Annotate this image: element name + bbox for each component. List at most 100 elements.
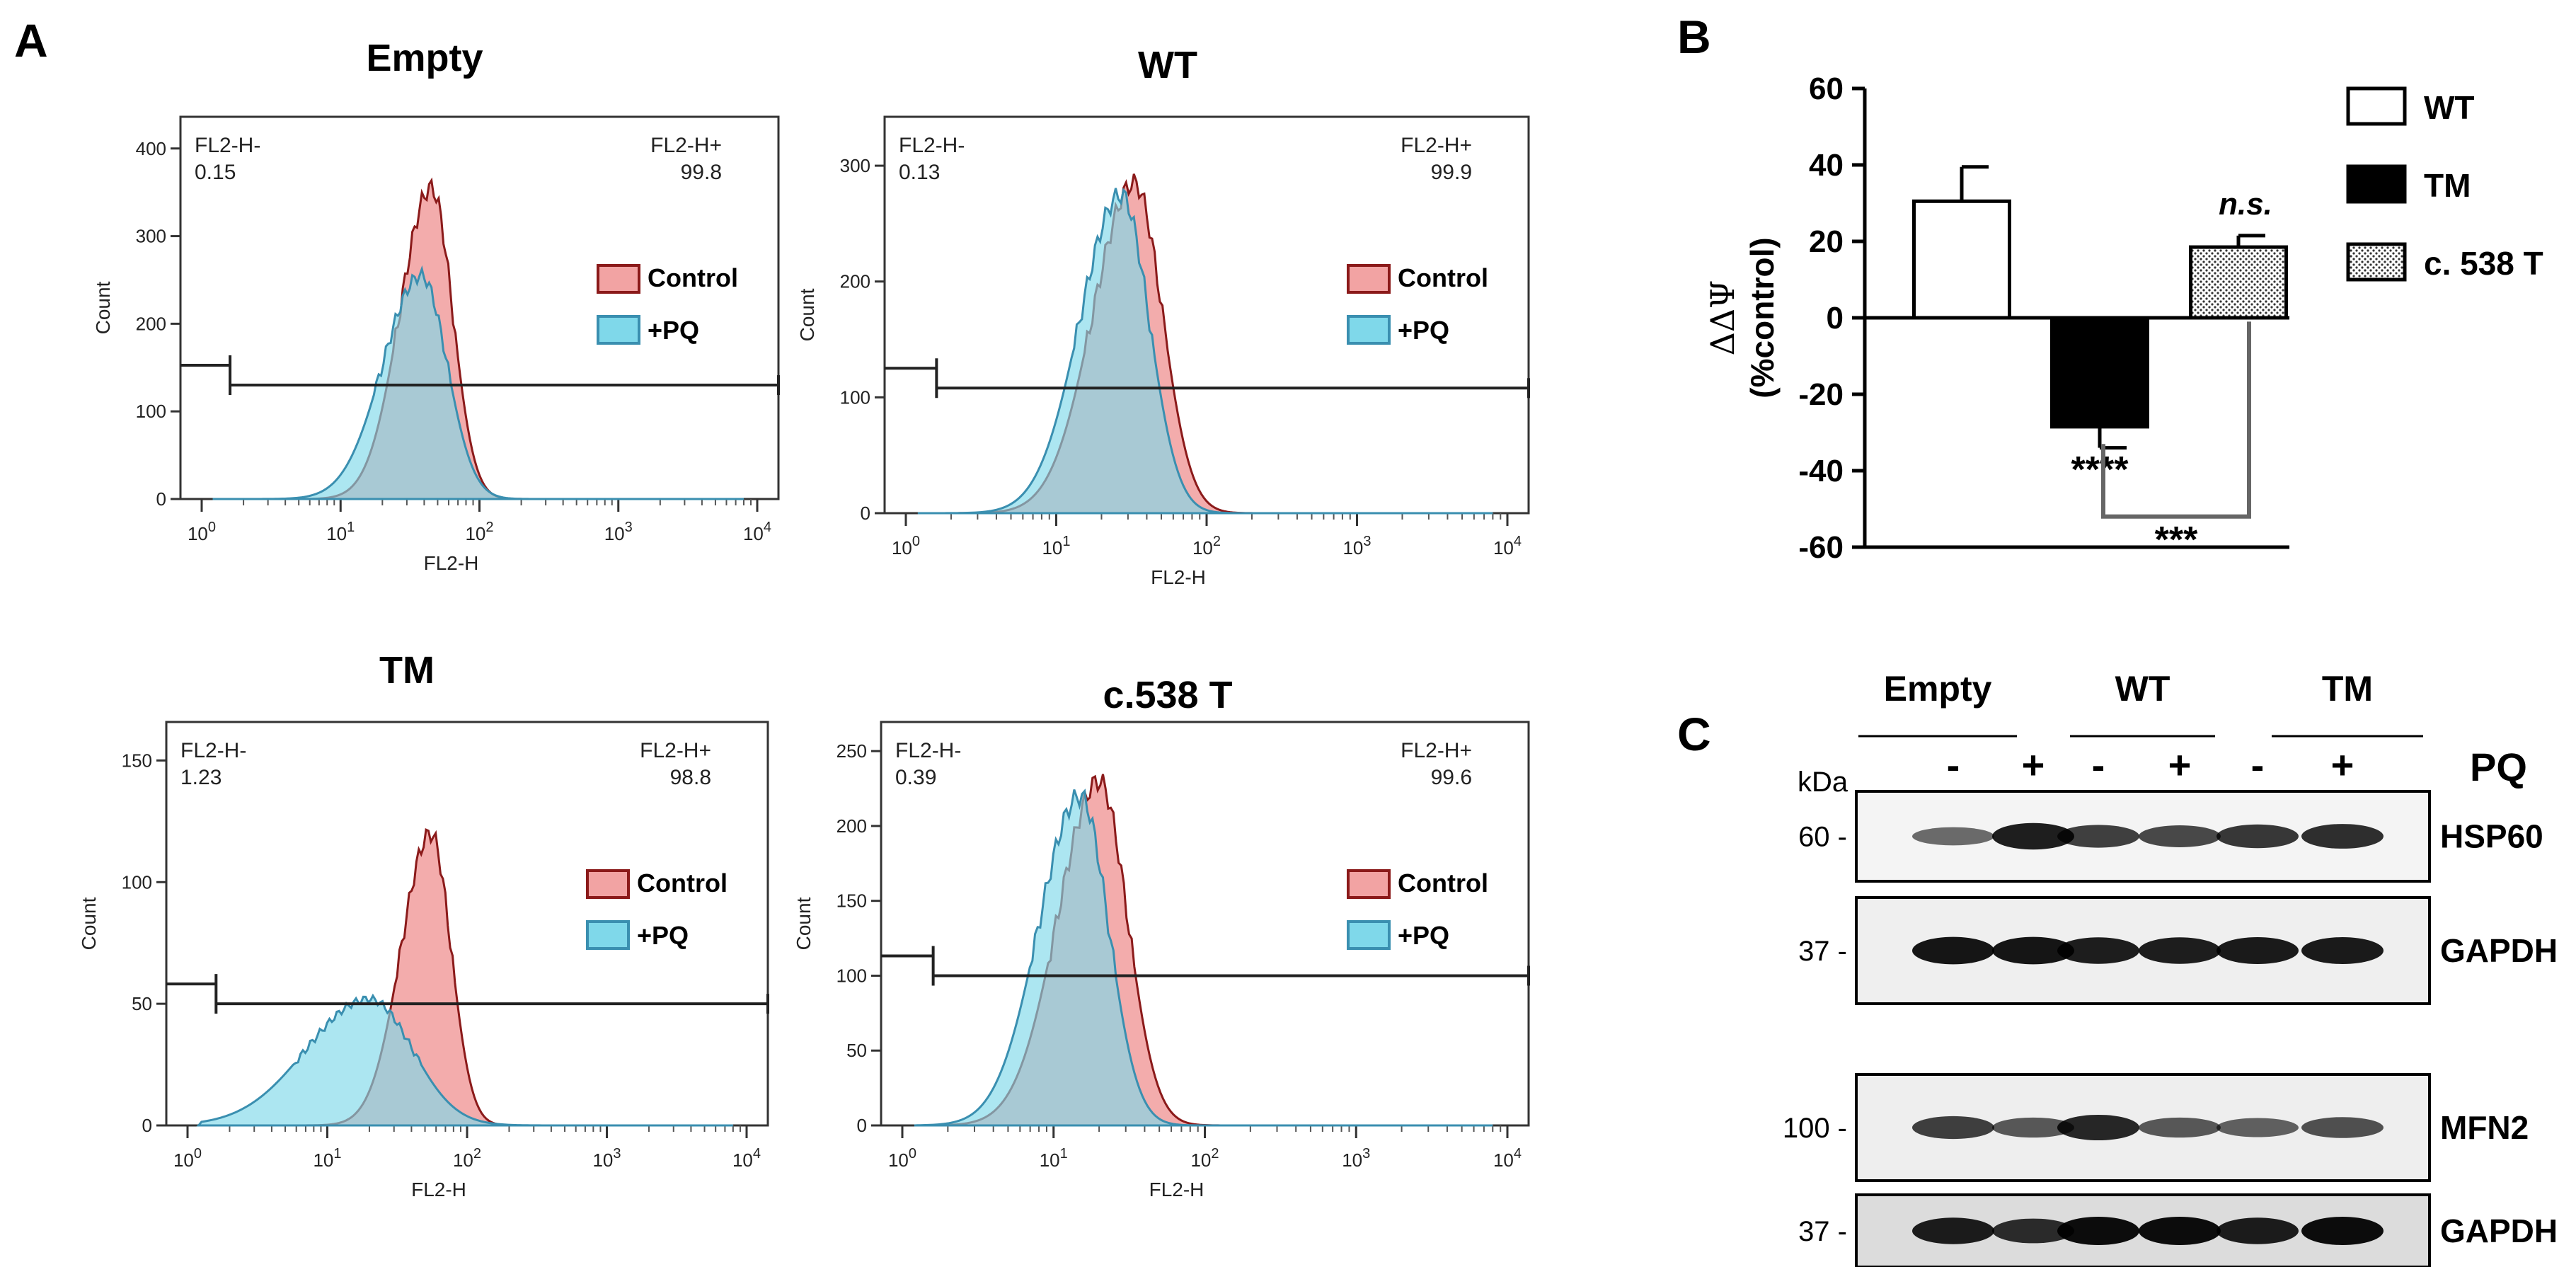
legend-label-pq: +PQ (1398, 921, 1449, 950)
blot-band (2057, 937, 2139, 964)
legend-label: TM (2424, 167, 2471, 204)
bar-1 (2050, 316, 2149, 429)
x-tick-label: 104 (1493, 1146, 1522, 1171)
y-tick-label: 60 (1809, 71, 1844, 106)
legend-label-pq: +PQ (648, 316, 699, 345)
molecular-weight-label: 100 - (1783, 1113, 1847, 1144)
panel-label-a: A (14, 14, 48, 67)
protein-label: GAPDH (2440, 932, 2558, 969)
flow-tm: TM 0 50 100 150 Count 100 101 102 103 104 FL2-H FL2-… (78, 649, 769, 1200)
x-tick-label: 104 (1493, 534, 1522, 558)
x-axis-label: FL2-H (411, 1179, 466, 1200)
flow-wt: WT 0 100 200 300 Count 100 101 102 103 104 FL2-H FL2… (796, 44, 1530, 588)
blot-band (2057, 1114, 2139, 1141)
legend-swatch-pq (1347, 920, 1391, 950)
y-axis-label: Count (796, 288, 818, 341)
y-tick-label: 0 (1827, 301, 1844, 336)
legend-label-control: Control (637, 868, 728, 898)
blot-band (2301, 1217, 2384, 1245)
blot-band (1912, 1217, 1994, 1244)
x-tick-label: 100 (888, 1146, 916, 1171)
molecular-weight-label: 37 - (1798, 936, 1847, 967)
blot-band (2216, 1217, 2299, 1244)
pq-sign: - (1947, 743, 1960, 787)
x-tick-label: 102 (1190, 1146, 1219, 1171)
panel-label-c: C (1677, 708, 1711, 760)
flow-c538t: c.538 T 0 50 100 150 200 250 Count 100 101 102 103 1… (793, 674, 1530, 1200)
legend-label-pq: +PQ (1398, 316, 1449, 345)
blot-band (1992, 1218, 2074, 1244)
bar-2 (2189, 245, 2288, 320)
y-tick-label: 250 (836, 740, 867, 762)
pq-sign: + (2168, 743, 2192, 787)
y-tick-label: 200 (840, 271, 870, 292)
y-axis-label: Count (793, 897, 815, 950)
y-tick-label: 200 (136, 313, 166, 334)
protein-label: GAPDH (2440, 1212, 2558, 1249)
bar-0 (1912, 199, 2011, 320)
x-tick-label: 102 (453, 1146, 481, 1171)
blot-band (2057, 1217, 2139, 1245)
y-tick-label: 20 (1809, 224, 1844, 259)
legend-label: WT (2424, 89, 2475, 126)
significance-bracket-label: *** (2155, 520, 2198, 561)
y-axis-label: Count (92, 281, 114, 334)
y-axis-label: Count (78, 897, 100, 950)
gate-left-value: 0.15 (195, 161, 236, 184)
x-tick-label: 101 (1042, 534, 1070, 558)
y-axis-label: ΔΔΨ(%control) (1703, 237, 1781, 398)
y-tick-label: 200 (836, 815, 867, 837)
pq-sign: - (2251, 743, 2265, 787)
panel-label-b: B (1677, 11, 1711, 63)
x-tick-label: 100 (173, 1146, 202, 1171)
histogram-pq (196, 993, 733, 1127)
blot-band (1912, 1116, 1994, 1140)
y-tick-label: 400 (136, 138, 166, 159)
gate-left-value: 0.39 (895, 766, 936, 789)
x-tick-label: 101 (326, 520, 355, 544)
flow-cytometry-panels: Empty 0 100 200 300 400 Count 100 101 102 103 104 FL… (78, 37, 1530, 1200)
significance-tm: **** (2071, 449, 2129, 491)
gate-right-label: FL2-H+ (1401, 739, 1472, 762)
legend-swatch (2346, 86, 2407, 126)
histogram-pq (917, 188, 1493, 515)
y-tick-label: 150 (836, 890, 867, 912)
protein-label: HSP60 (2440, 818, 2543, 855)
x-tick-label: 103 (1342, 534, 1371, 558)
y-tick-label: 50 (846, 1040, 867, 1061)
protein-label: MFN2 (2440, 1109, 2529, 1146)
blot-band (1912, 936, 1994, 965)
gate-left-label: FL2-H- (180, 739, 246, 762)
flow-empty: Empty 0 100 200 300 400 Count 100 101 102 103 104 FL… (92, 37, 780, 574)
blot-band (2139, 1217, 2221, 1245)
blot-band (2301, 937, 2384, 964)
legend-swatch (2346, 242, 2407, 282)
gate-right-value: 99.6 (1431, 766, 1472, 789)
legend-swatch-pq (1347, 315, 1391, 345)
legend-label-pq: +PQ (637, 921, 689, 950)
y-tick-label: 100 (122, 871, 152, 893)
gate-left-value: 1.23 (180, 766, 222, 789)
gate-right-value: 98.8 (670, 766, 711, 789)
gate-right-label: FL2-H+ (650, 134, 722, 157)
legend-swatch-pq (597, 315, 640, 345)
y-tick-label: 150 (122, 750, 152, 771)
molecular-weight-label: 60 - (1798, 822, 1847, 853)
x-tick-label: 102 (1192, 534, 1221, 558)
blot-band (2139, 1117, 2221, 1138)
x-tick-label: 100 (892, 534, 920, 558)
x-tick-label: 101 (313, 1146, 341, 1171)
flow-title: TM (379, 649, 435, 692)
blot-band (2057, 825, 2139, 848)
significance-ns: n.s. (2219, 187, 2272, 222)
blot-row-gapdh: 37 - GAPDH (1798, 896, 2558, 1005)
gate-left-label: FL2-H- (899, 134, 965, 157)
x-axis-label: FL2-H (1149, 1179, 1204, 1200)
y-tick-label: 0 (142, 1115, 152, 1136)
blot-row-mfn2: 100 - MFN2 (1783, 1073, 2529, 1182)
kda-label: kDa (1798, 767, 1848, 798)
legend-label-control: Control (1398, 263, 1488, 292)
legend-label: c. 538 T (2424, 245, 2543, 282)
flow-title: WT (1138, 44, 1197, 86)
